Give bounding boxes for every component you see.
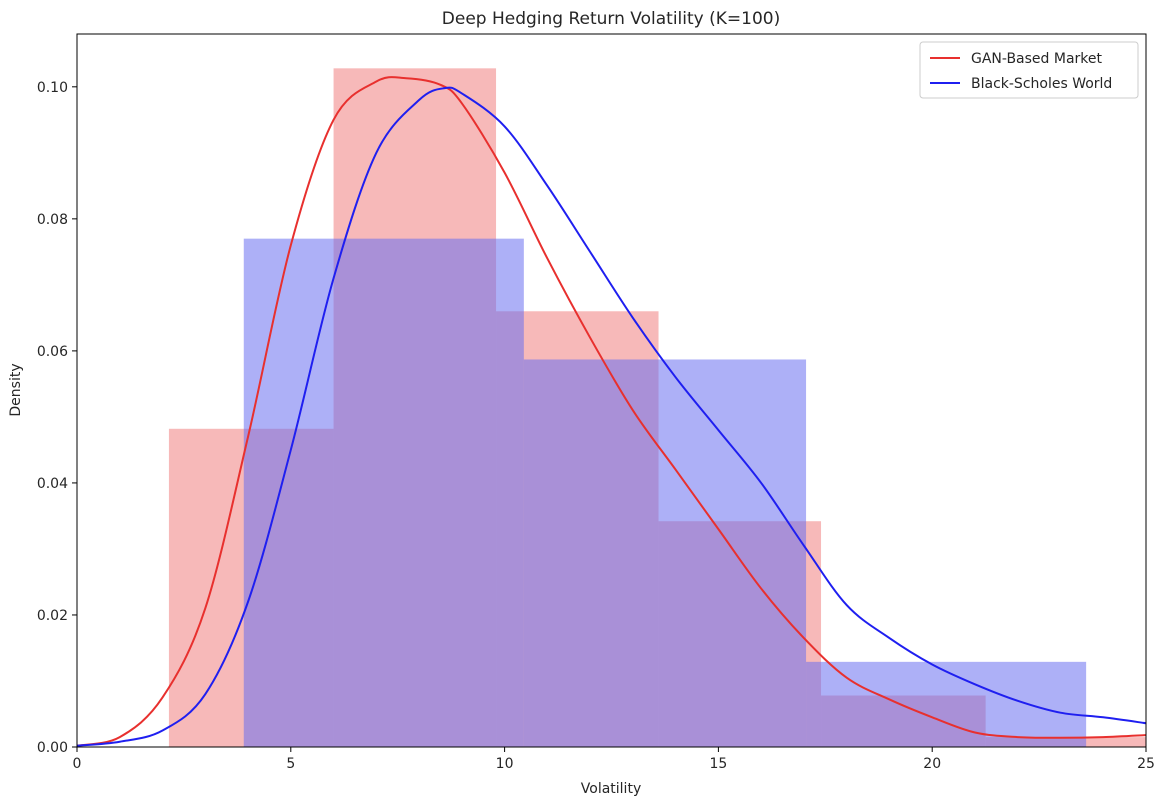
kde-line-gan xyxy=(76,76,1147,747)
legend: GAN-Based Market Black-Scholes World xyxy=(919,41,1139,99)
x-tick-label: 15 xyxy=(709,756,727,772)
x-tick-label: 20 xyxy=(923,756,941,772)
y-tick-label: 0.00 xyxy=(37,740,68,756)
plot-frame xyxy=(76,33,1147,748)
y-tick-label: 0.04 xyxy=(37,476,68,492)
legend-label-bs: Black-Scholes World xyxy=(971,76,1112,92)
hist-bar-bs-0 xyxy=(243,238,524,747)
x-tick-label: 25 xyxy=(1137,756,1155,772)
x-tick-label: 5 xyxy=(286,756,295,772)
kde-curves xyxy=(76,76,1147,747)
x-tick-label: 0 xyxy=(73,756,82,772)
y-tick-label: 0.02 xyxy=(37,608,68,624)
legend-box xyxy=(919,41,1139,99)
hist-bar-bs-1 xyxy=(523,359,807,747)
hist-bar-bs-2 xyxy=(806,661,1087,747)
y-tick-label: 0.06 xyxy=(37,344,68,360)
kde-line-bs xyxy=(76,86,1147,747)
y-tick-label: 0.10 xyxy=(37,80,68,96)
plot-area xyxy=(76,33,1147,748)
histogram-bars xyxy=(168,68,1146,747)
x-axis: 0 5 10 15 20 25 xyxy=(73,747,1155,772)
y-tick-label: 0.08 xyxy=(37,212,68,228)
y-axis: 0.00 0.02 0.04 0.06 0.08 0.10 xyxy=(37,80,77,756)
legend-label-gan: GAN-Based Market xyxy=(971,51,1103,67)
x-tick-label: 10 xyxy=(496,756,514,772)
x-axis-title: Volatility xyxy=(581,781,641,797)
chart-title: Deep Hedging Return Volatility (K=100) xyxy=(442,9,780,29)
y-axis-title: Density xyxy=(8,363,24,416)
